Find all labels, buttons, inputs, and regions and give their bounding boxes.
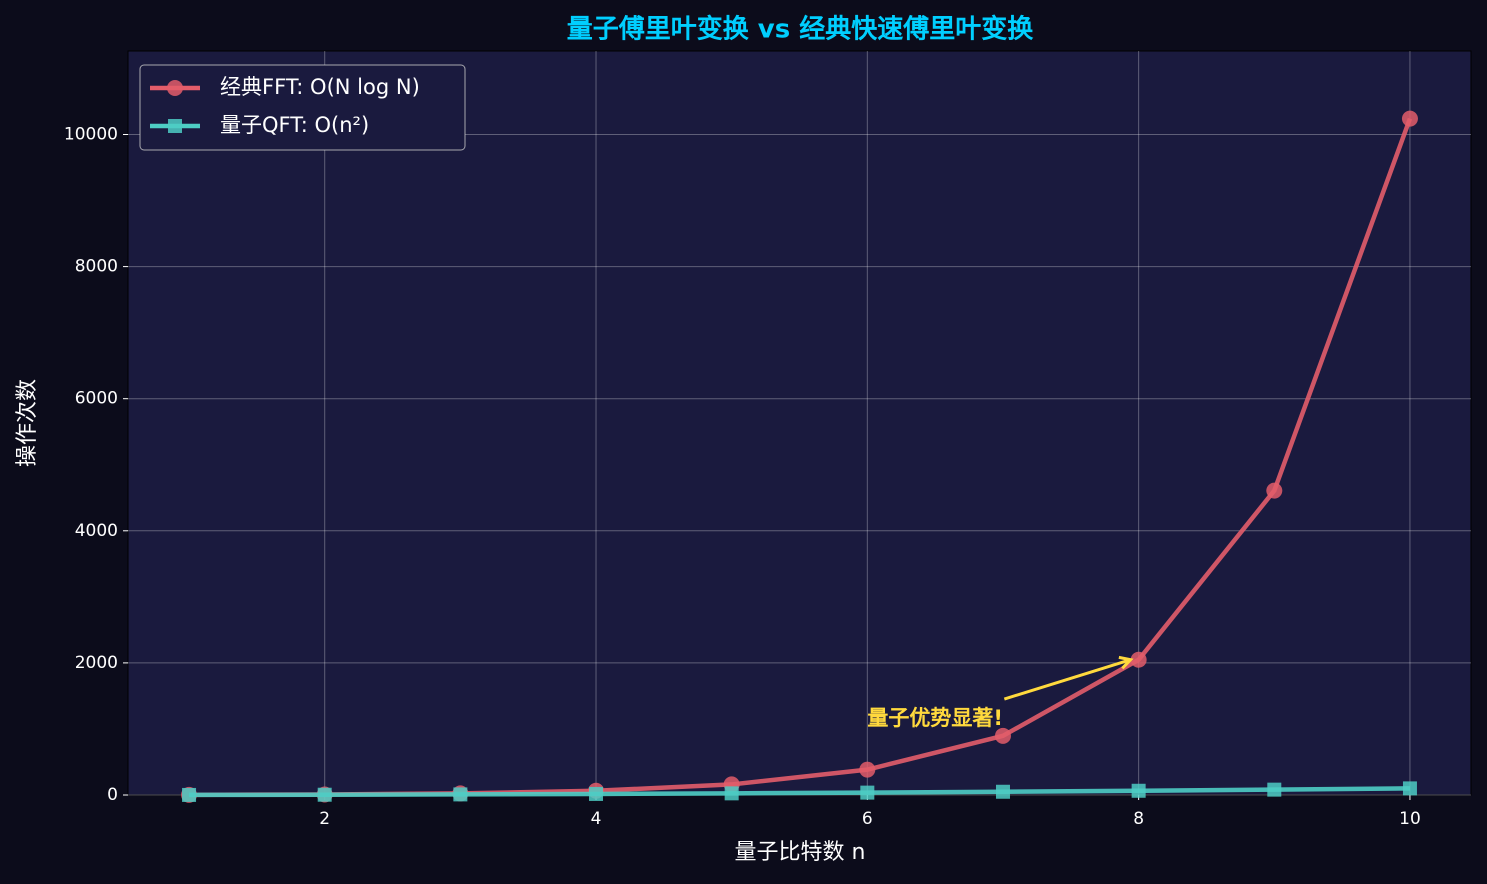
marker <box>589 786 604 801</box>
plot-area <box>127 50 1472 796</box>
marker <box>1266 482 1283 499</box>
annotation-arrowhead <box>1118 655 1134 670</box>
legend-marker <box>168 119 182 133</box>
x-tick-label: 8 <box>1133 809 1144 829</box>
marker <box>1401 110 1418 127</box>
y-tick-label: 10000 <box>64 124 118 144</box>
y-tick-label: 2000 <box>75 653 118 673</box>
x-axis-label: 量子比特数 n <box>735 840 866 865</box>
series-line <box>189 786 1410 798</box>
y-tick-label: 6000 <box>75 389 118 409</box>
x-tick-label: 2 <box>319 809 330 829</box>
legend-box <box>139 64 466 151</box>
chart-title: 量子傅里叶变换 vs 经典快速傅里叶变换 <box>567 14 1035 45</box>
annotation-arrow <box>1003 658 1132 701</box>
x-tick-label: 6 <box>862 809 873 829</box>
y-tick-label: 8000 <box>75 257 118 277</box>
marker <box>994 727 1011 744</box>
marker <box>860 785 875 800</box>
annotation-text: 量子优势显著! <box>867 706 1003 730</box>
marker <box>995 784 1010 799</box>
x-tick-label: 10 <box>1399 809 1421 829</box>
legend-label: 量子QFT: O(n²) <box>220 113 369 137</box>
marker <box>724 786 739 801</box>
y-tick-label: 0 <box>107 785 118 805</box>
marker <box>317 787 332 802</box>
marker <box>1267 782 1282 797</box>
legend-marker <box>167 80 183 96</box>
marker <box>1131 783 1146 798</box>
marker <box>1130 651 1147 668</box>
marker <box>859 761 876 778</box>
marker <box>182 787 197 802</box>
legend-label: 经典FFT: O(N log N) <box>220 75 420 99</box>
y-tick-label: 4000 <box>75 521 118 541</box>
x-tick-label: 4 <box>591 809 602 829</box>
y-axis-label: 操作次数 <box>15 379 40 467</box>
marker <box>1402 781 1417 796</box>
marker <box>453 787 468 802</box>
